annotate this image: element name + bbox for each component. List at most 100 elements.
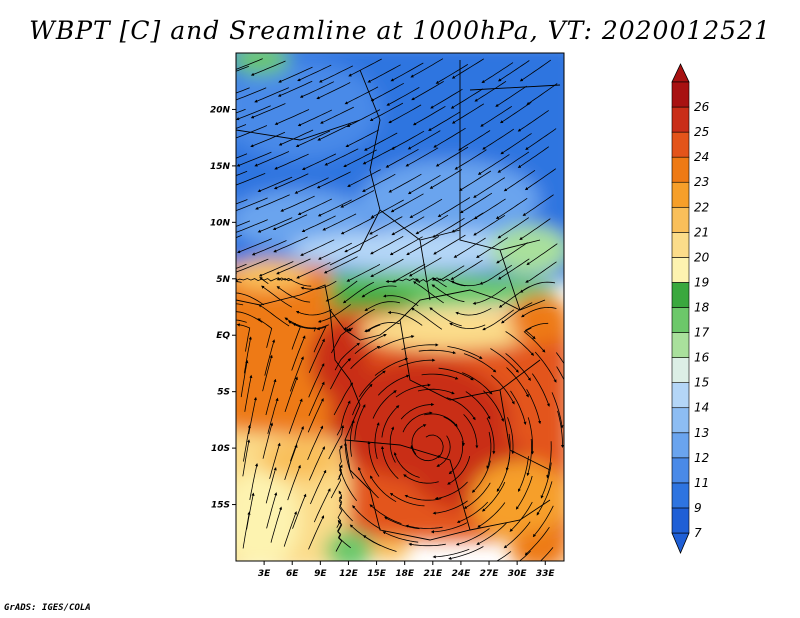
streamline — [294, 177, 329, 194]
border-line — [469, 84, 561, 91]
streamline — [308, 363, 325, 398]
streamline — [384, 516, 420, 530]
streamline — [236, 124, 247, 129]
streamline — [324, 148, 359, 166]
streamline — [363, 132, 398, 151]
streamline — [236, 263, 247, 269]
streamline — [240, 359, 249, 398]
streamline — [358, 466, 379, 499]
streamline — [270, 506, 283, 543]
lon-tick-label: 12E — [339, 569, 359, 579]
streamline — [522, 194, 554, 216]
streamline — [393, 451, 420, 478]
streamline — [555, 352, 564, 365]
streamline — [424, 413, 458, 427]
streamline — [386, 87, 420, 106]
colorbar-label: 21 — [694, 225, 709, 239]
streamline — [378, 374, 410, 396]
streamline — [266, 492, 278, 529]
streamline — [536, 481, 553, 516]
streamline — [524, 322, 549, 340]
streamline — [262, 354, 273, 392]
streamline — [340, 190, 375, 208]
streamline — [350, 346, 381, 370]
streamline — [448, 441, 463, 475]
streamline — [337, 444, 343, 481]
streamline — [308, 515, 325, 550]
streamline — [348, 58, 382, 77]
streamline — [243, 336, 252, 374]
streamline — [425, 434, 444, 459]
streamline — [477, 154, 510, 175]
streamline — [274, 109, 310, 125]
colorbar-label: 24 — [694, 150, 709, 164]
colorbar-label: 16 — [694, 351, 710, 365]
streamline — [455, 528, 490, 546]
streamline — [463, 353, 497, 373]
streamline — [400, 402, 435, 420]
streamline — [344, 86, 379, 105]
streamline — [277, 80, 313, 97]
streamline — [430, 88, 463, 109]
streamline — [421, 373, 459, 380]
streamline — [278, 129, 314, 146]
streamline — [362, 535, 397, 552]
streamline — [402, 411, 433, 433]
streamline — [346, 264, 381, 282]
latitude-axis: 20N 15N 10N 5N EQ 5S 10S 15S — [210, 105, 236, 511]
streamline — [497, 217, 530, 239]
streamline — [320, 106, 354, 124]
streamline — [367, 64, 401, 83]
colorbar-swatch — [671, 81, 690, 108]
lon-tick-label: 21E — [423, 569, 443, 579]
streamline — [333, 382, 354, 416]
streamline — [301, 153, 337, 171]
streamline — [458, 130, 491, 151]
colorbar-label: 19 — [694, 275, 709, 289]
streamline — [348, 327, 353, 332]
streamline — [473, 198, 506, 220]
streamline — [437, 197, 471, 217]
streamline — [496, 456, 511, 492]
streamline — [236, 87, 267, 101]
streamline — [317, 199, 352, 217]
streamline — [527, 417, 535, 455]
streamline — [258, 304, 290, 327]
streamline — [255, 194, 290, 210]
streamline — [525, 261, 557, 283]
streamline — [272, 214, 308, 231]
streamline — [330, 464, 343, 499]
streamline — [395, 383, 431, 398]
streamline — [517, 146, 550, 168]
streamline — [308, 381, 325, 416]
streamline — [491, 374, 515, 405]
colorbar-swatch — [671, 457, 690, 484]
streamline — [295, 130, 331, 147]
streamline — [299, 81, 335, 98]
streamline — [407, 174, 441, 195]
streamline — [267, 397, 279, 434]
streamline — [313, 326, 327, 353]
streamline — [417, 388, 455, 395]
streamline — [337, 519, 351, 549]
streamline — [409, 198, 443, 219]
streamline — [551, 392, 564, 429]
field-patch — [310, 320, 370, 400]
streamline — [284, 376, 298, 413]
streamline — [540, 462, 552, 499]
streamline — [501, 302, 533, 324]
streamline — [495, 85, 527, 107]
streamline — [406, 236, 440, 256]
streamline — [236, 170, 248, 176]
streamline — [242, 511, 251, 549]
streamline — [526, 438, 533, 477]
streamline — [382, 294, 419, 307]
streamline — [236, 199, 248, 205]
streamline — [430, 522, 468, 534]
streamline — [236, 105, 271, 121]
colorbar-swatch — [671, 482, 690, 509]
streamline — [249, 463, 259, 500]
lat-tick-label: 10N — [210, 218, 231, 228]
streamline — [403, 474, 439, 484]
